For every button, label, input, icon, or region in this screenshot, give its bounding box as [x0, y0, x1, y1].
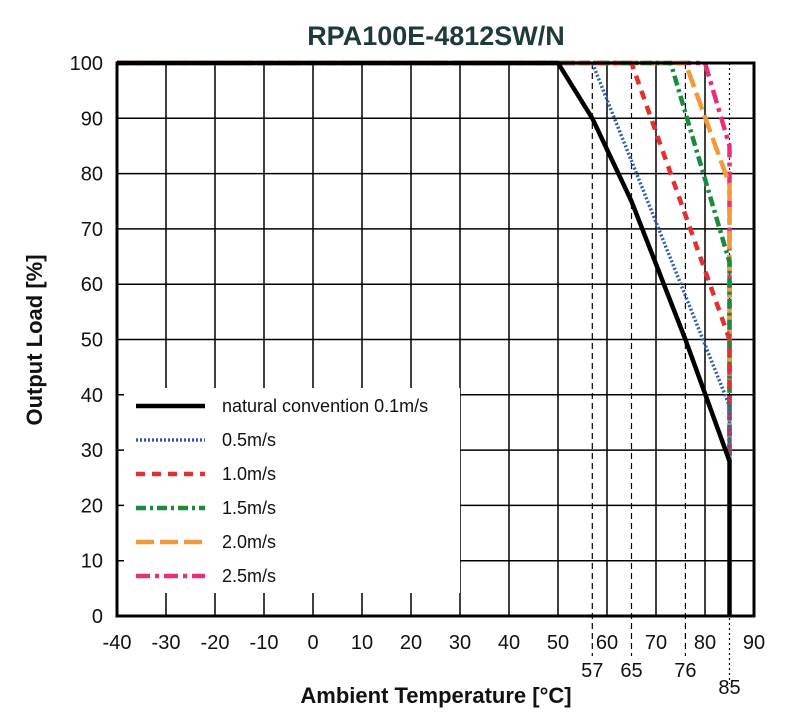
x-tick-label: 10 — [351, 632, 373, 654]
x-tick-label: 20 — [400, 632, 422, 654]
x-tick-label: -30 — [152, 632, 181, 654]
legend: natural convention 0.1m/s 0.5m/s 1.0m/s 1.5… — [124, 388, 460, 593]
x-tick-label: 60 — [596, 632, 618, 654]
legend-label: 2.0m/s — [222, 532, 276, 552]
y-tick-label: 20 — [81, 495, 103, 517]
legend-background — [124, 388, 460, 593]
reference-label: 65 — [620, 660, 642, 682]
reference-label: 85 — [718, 677, 740, 699]
y-tick-label: 30 — [81, 440, 103, 462]
legend-label: 0.5m/s — [222, 430, 276, 450]
y-tick-label: 40 — [81, 385, 103, 407]
x-tick-label: -10 — [250, 632, 279, 654]
reference-labels: 57 65 76 85 — [581, 660, 740, 699]
x-tick-label: 0 — [307, 632, 318, 654]
y-tick-label: 0 — [92, 606, 103, 628]
y-tick-label: 50 — [81, 330, 103, 352]
legend-label: natural convention 0.1m/s — [222, 396, 428, 416]
x-tick-label: 30 — [449, 632, 471, 654]
x-tick-label: 50 — [547, 632, 569, 654]
y-tick-label: 80 — [81, 164, 103, 186]
y-tick-label: 70 — [81, 219, 103, 241]
x-axis-ticks: -40 -30 -20 -10 0 10 20 30 40 50 60 70 80 90 — [103, 632, 766, 654]
y-tick-label: 90 — [81, 108, 103, 130]
y-tick-label: 10 — [81, 551, 103, 573]
x-tick-label: -20 — [201, 632, 230, 654]
legend-label: 1.0m/s — [222, 464, 276, 484]
reference-label: 57 — [581, 660, 603, 682]
legend-label: 1.5m/s — [222, 498, 276, 518]
plot-frame — [115, 61, 756, 618]
x-tick-label: 40 — [498, 632, 520, 654]
series-line — [117, 60, 732, 462]
legend-label: 2.5m/s — [222, 566, 276, 586]
y-tick-label: 100 — [70, 53, 103, 75]
reference-label: 76 — [674, 660, 696, 682]
y-axis-label: Output Load [%] — [22, 254, 47, 425]
x-tick-label: 90 — [743, 632, 765, 654]
y-tick-label: 60 — [81, 274, 103, 296]
reference-lines — [591, 63, 731, 684]
y-axis-ticks: 0 10 20 30 40 50 60 70 80 90 100 — [70, 53, 103, 628]
x-tick-label: 70 — [645, 632, 667, 654]
x-tick-label: -40 — [103, 632, 132, 654]
x-axis-label: Ambient Temperature [°C] — [300, 683, 571, 708]
chart-title: RPA100E-4812SW/N — [307, 21, 565, 51]
x-tick-label: 80 — [694, 632, 716, 654]
